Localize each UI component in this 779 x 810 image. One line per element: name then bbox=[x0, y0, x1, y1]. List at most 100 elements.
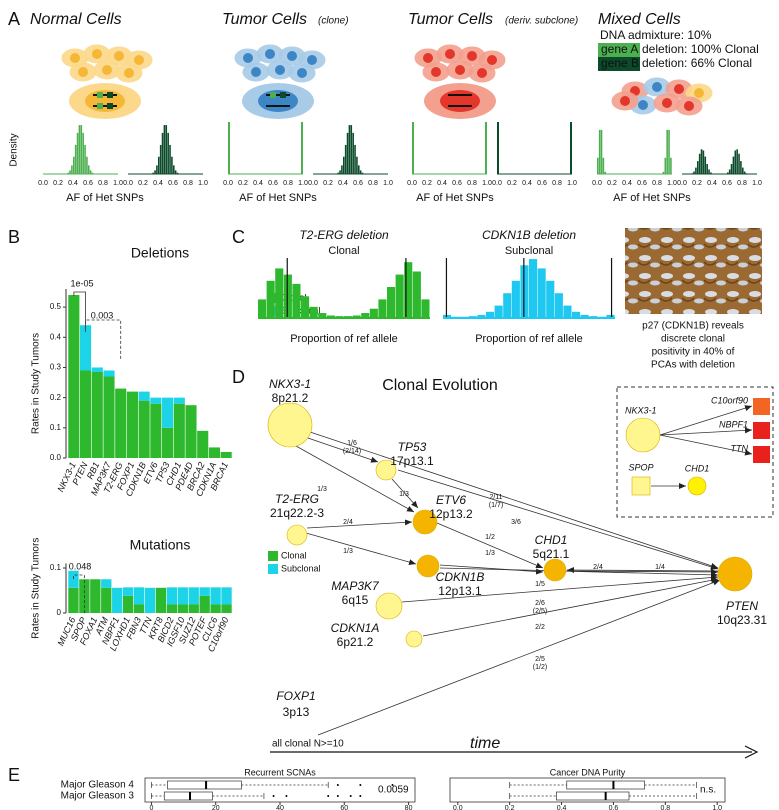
gene-a-mark bbox=[270, 92, 276, 98]
hist-bar bbox=[563, 305, 572, 318]
edge-label: 2/2 bbox=[535, 624, 545, 631]
evolution-edge bbox=[566, 567, 719, 574]
af-tick-label: 0.6 bbox=[353, 180, 363, 187]
af-tick-label: 0.2 bbox=[53, 180, 63, 187]
cell-title: Normal Cells bbox=[30, 11, 122, 28]
af-tick-label: 0.0 bbox=[308, 180, 318, 187]
hist-title: CDKN1B deletion bbox=[482, 228, 576, 242]
p-value: 0.003 bbox=[91, 310, 114, 320]
inset-box bbox=[616, 386, 774, 518]
bar-segment bbox=[138, 391, 150, 401]
hist-bar bbox=[361, 313, 370, 318]
mini-bar bbox=[154, 170, 156, 174]
cell-title: Mixed Cells bbox=[598, 11, 681, 28]
hist-bar bbox=[378, 299, 387, 318]
hist-bar bbox=[443, 314, 452, 318]
af-tick-label: 1.0 bbox=[198, 180, 208, 187]
bar-segment bbox=[103, 376, 115, 458]
outlier bbox=[336, 795, 339, 797]
legend-swatch bbox=[268, 551, 278, 561]
mini-bar bbox=[662, 171, 665, 174]
inset-node bbox=[687, 476, 707, 496]
af-tick-label: 0.0 bbox=[677, 180, 687, 187]
bar-segment bbox=[188, 587, 199, 605]
hist-bar bbox=[529, 259, 538, 318]
mini-bar bbox=[698, 153, 701, 174]
panel-label: E bbox=[8, 765, 20, 785]
mini-bar bbox=[602, 157, 605, 174]
mini-bar bbox=[173, 165, 175, 174]
gene-node bbox=[416, 554, 440, 578]
mini-bar bbox=[734, 150, 737, 174]
mini-bar bbox=[670, 157, 672, 174]
image-caption: p27 (CDKN1B) reveals bbox=[642, 321, 744, 332]
gene-b-text: deletion: 66% Clonal bbox=[642, 56, 752, 70]
af-tick-label: 1.0 bbox=[113, 180, 123, 187]
edge-label: 1/5 bbox=[535, 581, 545, 588]
mini-bar bbox=[604, 171, 607, 174]
cell-nucleus bbox=[440, 90, 480, 112]
mini-bar bbox=[598, 129, 601, 174]
outlier bbox=[272, 795, 275, 797]
hist-bar bbox=[554, 293, 563, 318]
mini-bar bbox=[361, 172, 364, 174]
bar-segment bbox=[138, 400, 150, 458]
significance-bracket bbox=[73, 291, 86, 332]
cell-nucleus bbox=[477, 68, 487, 78]
af-tick-label: 0.4 bbox=[707, 180, 717, 187]
mini-bar bbox=[82, 132, 84, 174]
bar-segment bbox=[112, 587, 123, 613]
cell-nucleus bbox=[124, 68, 134, 78]
mini-bar bbox=[697, 161, 699, 174]
af-tick-label: 0.2 bbox=[692, 180, 702, 187]
af-tick-label: 0.4 bbox=[253, 180, 263, 187]
af-tick-label: 1.0 bbox=[667, 180, 677, 187]
mini-bar bbox=[174, 170, 177, 174]
box-frame bbox=[449, 777, 726, 803]
mini-bar bbox=[91, 172, 94, 174]
gene-node bbox=[543, 558, 567, 582]
x-tick-label: 0.2 bbox=[505, 805, 515, 810]
mini-bar bbox=[710, 172, 712, 174]
mini-bar bbox=[742, 167, 744, 174]
cell-nucleus bbox=[92, 49, 102, 59]
x-tick-label: 0.8 bbox=[660, 805, 670, 810]
y-tick-label: 0.5 bbox=[50, 302, 62, 311]
cell-nucleus bbox=[487, 55, 497, 65]
hist-bar bbox=[395, 274, 404, 318]
node-locus: 3p13 bbox=[283, 705, 310, 719]
node-name: FOXP1 bbox=[276, 689, 315, 703]
af-tick-label: 0.2 bbox=[138, 180, 148, 187]
edge-sublabel: (1/2) bbox=[533, 664, 547, 671]
hist-bar bbox=[369, 308, 378, 318]
gene-node bbox=[267, 402, 313, 448]
bar-segment bbox=[162, 397, 174, 428]
af-tick-label: 0.8 bbox=[368, 180, 378, 187]
cell-nucleus bbox=[243, 53, 253, 63]
mini-bar bbox=[67, 172, 69, 174]
bar-segment bbox=[150, 403, 162, 458]
af-tick-label: 0.0 bbox=[223, 180, 233, 187]
y-axis-label: Rates in Study Tumors bbox=[31, 333, 42, 434]
mini-bar bbox=[343, 156, 345, 174]
gene-b-mark bbox=[107, 103, 113, 109]
af-tick-label: 0.6 bbox=[537, 180, 547, 187]
mini-bar bbox=[352, 132, 354, 174]
evolution-edge bbox=[436, 522, 544, 569]
cell-title: Tumor Cells bbox=[222, 11, 307, 28]
bar-segment bbox=[80, 325, 92, 371]
node-locus: 10q23.31 bbox=[717, 613, 767, 627]
node-name: ETV6 bbox=[436, 493, 466, 507]
mini-bar bbox=[597, 157, 599, 174]
edge-label: 1/3 bbox=[399, 491, 409, 498]
inset-square bbox=[631, 476, 651, 496]
bar-segment bbox=[177, 587, 188, 605]
node-name: T2-ERG bbox=[275, 492, 319, 506]
hist-bar bbox=[412, 271, 421, 318]
gene-node bbox=[405, 630, 423, 648]
box bbox=[163, 791, 213, 801]
bar-segment bbox=[199, 587, 210, 596]
mini-bar bbox=[346, 132, 349, 174]
af-tick-label: 1.0 bbox=[567, 180, 577, 187]
bar-segment bbox=[101, 579, 112, 588]
